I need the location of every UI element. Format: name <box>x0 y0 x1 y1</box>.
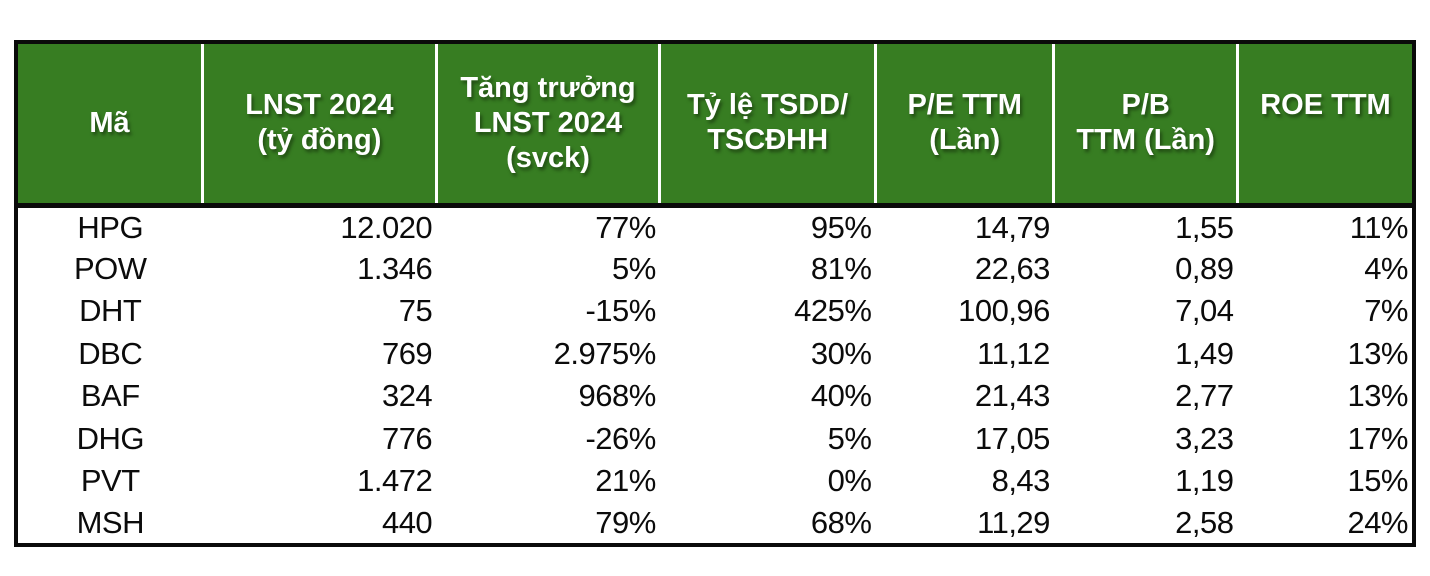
ticker-cell: PVT <box>80 463 140 499</box>
roe-ttm-cell: 13% <box>1347 378 1408 414</box>
table-row: HPG 12.020 77% 95% 14,79 1,55 11% <box>16 205 1414 248</box>
lnst-2024-cell: 1.346 <box>357 250 433 286</box>
column-header-ma: Mã <box>16 42 205 208</box>
growth-lnst-cell: 79% <box>595 504 656 540</box>
lnst-2024-cell: 440 <box>381 504 433 540</box>
growth-lnst-cell: 21% <box>595 463 656 499</box>
roe-ttm-cell: 7% <box>1364 293 1408 329</box>
tsdd-tscdhh-ratio-cell: 30% <box>810 335 872 371</box>
tsdd-tscdhh-ratio-cell: 81% <box>810 250 872 286</box>
column-header-pb-ttm: P/B TTM (Lần) <box>1053 42 1239 208</box>
column-header-lnst-2024: LNST 2024 (tỷ đồng) <box>202 42 438 208</box>
lnst-2024-cell: 769 <box>381 335 433 371</box>
pb-ttm-cell: 1,55 <box>1175 209 1234 245</box>
tsdd-tscdhh-ratio-cell: 95% <box>810 209 872 245</box>
roe-ttm-cell: 15% <box>1347 463 1408 499</box>
pe-ttm-cell: 8,43 <box>991 463 1051 499</box>
ticker-cell: MSH <box>76 504 145 540</box>
header-row: Mã LNST 2024 (tỷ đồng) Tăng trưởng LNST … <box>16 42 1414 208</box>
tsdd-tscdhh-ratio-cell: 40% <box>810 378 872 414</box>
lnst-2024-cell: 324 <box>381 378 433 414</box>
table-row: PVT 1.472 21% 0% 8,43 1,19 15% <box>16 460 1414 503</box>
column-header-roe-ttm: ROE TTM <box>1237 42 1414 208</box>
pb-ttm-cell: 1,49 <box>1175 335 1234 371</box>
tsdd-tscdhh-ratio-cell: 68% <box>810 504 872 540</box>
pe-ttm-cell: 21,43 <box>974 378 1051 414</box>
growth-lnst-cell: 2.975% <box>553 335 657 371</box>
pe-ttm-cell: 14,79 <box>974 209 1051 245</box>
column-header-tang-truong-lnst: Tăng trưởng LNST 2024 (svck) <box>436 42 662 208</box>
stock-metrics-table: Mã LNST 2024 (tỷ đồng) Tăng trưởng LNST … <box>14 40 1416 547</box>
pe-ttm-cell: 100,96 <box>958 293 1050 329</box>
growth-lnst-cell: 5% <box>612 250 656 286</box>
pb-ttm-cell: 3,23 <box>1175 420 1234 456</box>
ticker-cell: DBC <box>78 335 143 371</box>
pb-ttm-cell: 7,04 <box>1175 293 1234 329</box>
lnst-2024-cell: 776 <box>381 420 433 456</box>
roe-ttm-cell: 13% <box>1347 335 1408 371</box>
pb-ttm-cell: 2,58 <box>1175 504 1234 540</box>
ticker-cell: DHT <box>79 293 142 329</box>
growth-lnst-cell: 77% <box>595 209 656 245</box>
roe-ttm-cell: 11% <box>1349 209 1409 245</box>
table-header: Mã LNST 2024 (tỷ đồng) Tăng trưởng LNST … <box>16 42 1414 208</box>
tsdd-tscdhh-ratio-cell: 425% <box>794 293 872 329</box>
growth-lnst-cell: 968% <box>578 378 657 414</box>
pe-ttm-cell: 17,05 <box>974 420 1051 456</box>
table-body: HPG 12.020 77% 95% 14,79 1,55 11% POW 1.… <box>16 205 1414 545</box>
roe-ttm-cell: 17% <box>1347 420 1408 456</box>
pe-ttm-cell: 11,29 <box>977 504 1050 540</box>
table-row: BAF 324 968% 40% 21,43 2,77 13% <box>16 375 1414 418</box>
roe-ttm-cell: 24% <box>1347 504 1408 540</box>
pe-ttm-cell: 22,63 <box>974 250 1051 286</box>
roe-ttm-cell: 4% <box>1364 250 1408 286</box>
column-header-ty-le-tsdd-tscdhh: Tỷ lệ TSDD/ TSCĐHH <box>659 42 877 208</box>
lnst-2024-cell: 75 <box>398 293 433 329</box>
column-header-pe-ttm: P/E TTM (Lần) <box>875 42 1056 208</box>
pb-ttm-cell: 1,19 <box>1175 463 1234 499</box>
table-row: DHT 75 -15% 425% 100,96 7,04 7% <box>16 290 1414 333</box>
pb-ttm-cell: 0,89 <box>1175 250 1234 286</box>
lnst-2024-cell: 12.020 <box>340 209 433 245</box>
pb-ttm-cell: 2,77 <box>1175 378 1234 414</box>
ticker-cell: BAF <box>80 378 140 414</box>
ticker-cell: POW <box>73 250 147 286</box>
table-row: POW 1.346 5% 81% 22,63 0,89 4% <box>16 248 1414 291</box>
tsdd-tscdhh-ratio-cell: 0% <box>827 463 872 499</box>
table-row: DHG 776 -26% 5% 17,05 3,23 17% <box>16 418 1414 461</box>
ticker-cell: DHG <box>76 420 145 456</box>
growth-lnst-cell: -26% <box>585 420 656 456</box>
lnst-2024-cell: 1.472 <box>357 463 433 499</box>
table-row: DBC 769 2.975% 30% 11,12 1,49 13% <box>16 333 1414 376</box>
pe-ttm-cell: 11,12 <box>977 335 1050 371</box>
tsdd-tscdhh-ratio-cell: 5% <box>827 420 872 456</box>
table-row: MSH 440 79% 68% 11,29 2,58 24% <box>16 503 1414 546</box>
growth-lnst-cell: -15% <box>585 293 656 329</box>
ticker-cell: HPG <box>77 209 144 245</box>
